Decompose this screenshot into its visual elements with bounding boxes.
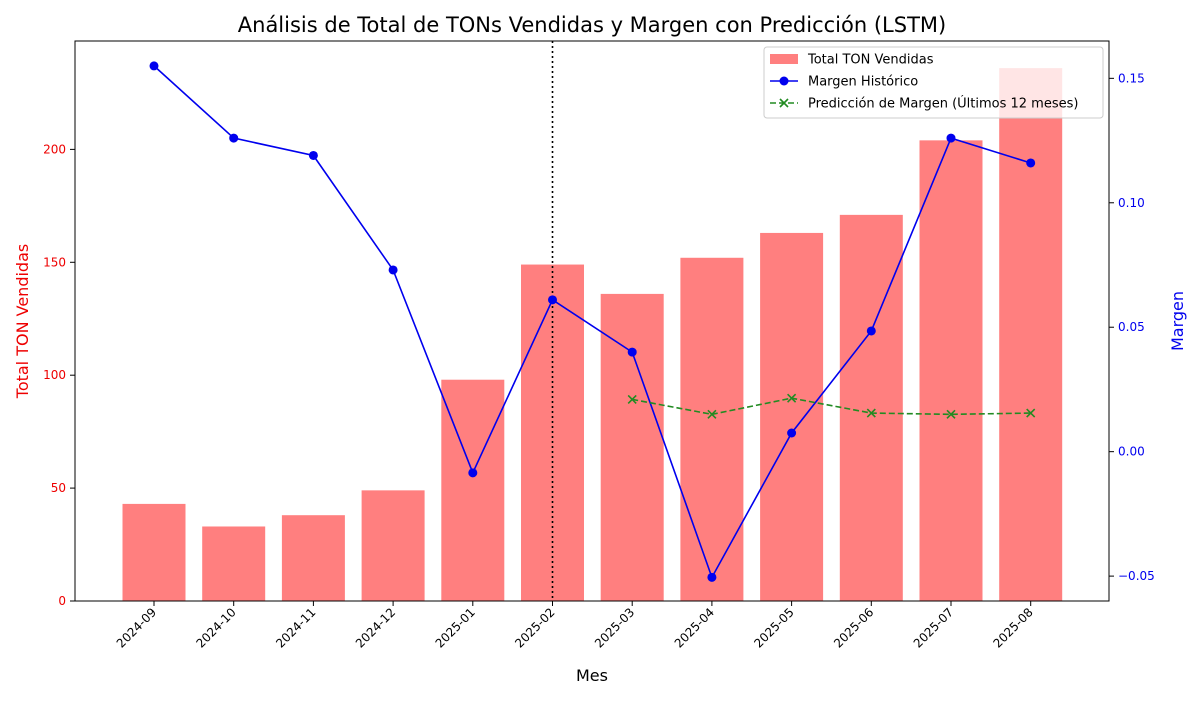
margen-historico-point-2025-06 <box>866 326 876 336</box>
y-axis-left-label: Total TON Vendidas <box>13 244 32 399</box>
legend-bar-swatch <box>770 54 798 64</box>
legend-box <box>763 46 1104 119</box>
legend-label: Predicción de Margen (Últimos 12 meses) <box>808 96 1078 112</box>
y-left-tick-label: 50 <box>51 481 66 495</box>
prediccion-margen-point-2025-04 <box>707 409 717 419</box>
x-tick-label: 2025-08 <box>990 605 1035 650</box>
bar-2025-04 <box>680 257 744 601</box>
prediccion-margen-point-2025-06 <box>866 408 876 418</box>
bar-2025-05 <box>760 232 824 601</box>
bar-2025-07 <box>919 140 983 601</box>
bar-2024-09 <box>122 503 186 601</box>
y-axis-right: −0.05 0.00 0.05 0.10 0.15 <box>1109 71 1155 583</box>
margen-historico-point-2025-05 <box>787 428 797 438</box>
y-right-tick-label: 0.00 <box>1118 445 1145 459</box>
plot-frame <box>74 40 1110 602</box>
margen-historico-point-2025-03 <box>627 347 637 357</box>
margen-historico-point-2025-08 <box>1026 158 1036 168</box>
y-left-tick-label: 200 <box>43 142 66 156</box>
legend-marker <box>779 98 789 108</box>
margen-historico-point-2024-11 <box>308 150 318 160</box>
prediccion-margen-point-2025-07 <box>946 409 956 419</box>
legend-label: Margen Histórico <box>808 75 918 90</box>
y-right-tick-label: 0.05 <box>1118 320 1145 334</box>
margen-historico-point-2025-04 <box>707 572 717 582</box>
margen-historico-point-2024-09 <box>149 61 159 71</box>
prediccion-margen-point-2025-03 <box>627 394 637 404</box>
y-left-tick-label: 0 <box>58 594 66 608</box>
bar-2025-08 <box>999 68 1063 601</box>
x-tick-label: 2024-10 <box>193 605 238 650</box>
bar-2024-12 <box>361 490 425 601</box>
bar-2025-06 <box>839 214 903 601</box>
x-tick-label: 2025-02 <box>512 605 557 650</box>
y-left-tick-label: 100 <box>43 368 66 382</box>
margen-historico-point-2024-12 <box>388 265 398 275</box>
legend: Total TON Vendidas Margen Histórico Predic… <box>763 46 1104 119</box>
y-right-tick-label: 0.10 <box>1118 196 1145 210</box>
legend-label: Total TON Vendidas <box>807 53 934 68</box>
bars-layer <box>122 68 1063 601</box>
margen-historico-line <box>153 65 1031 580</box>
y-right-tick-label: −0.05 <box>1118 569 1155 583</box>
x-tick-label: 2025-04 <box>672 605 717 650</box>
x-tick-label: 2025-03 <box>592 605 637 650</box>
x-tick-label: 2025-05 <box>751 605 796 650</box>
y-left-tick-label: 150 <box>43 255 66 269</box>
margen-historico-point-2025-02 <box>548 295 557 305</box>
bar-2025-03 <box>600 293 664 601</box>
prediccion-margen-point-2025-05 <box>787 393 797 403</box>
x-tick-label: 2024-09 <box>114 605 159 650</box>
x-tick-label: 2024-11 <box>273 605 318 650</box>
lines-layer <box>149 61 1036 582</box>
bar-2024-11 <box>281 515 345 601</box>
y-right-tick-label: 0.15 <box>1118 71 1145 85</box>
prediccion-margen-line <box>632 397 1031 416</box>
margen-historico-point-2025-01 <box>468 468 478 478</box>
legend-marker <box>779 76 789 86</box>
x-tick-label: 2024-12 <box>353 605 398 650</box>
x-tick-label: 2025-07 <box>911 605 956 650</box>
x-tick-label: 2025-06 <box>831 605 876 650</box>
x-axis: 2024-09 2024-10 2024-11 2024-12 2025-01 2025-… <box>114 601 1036 651</box>
margen-historico-point-2025-07 <box>946 133 956 143</box>
bar-2025-01 <box>441 379 505 601</box>
x-axis-label: Mes <box>576 666 608 685</box>
x-tick-label: 2025-01 <box>433 605 478 650</box>
chart-title: Análisis de Total de TONs Vendidas y Mar… <box>238 13 946 37</box>
y-axis-right-label: Margen <box>1168 291 1187 351</box>
y-axis-left: 0 50 100 150 200 <box>43 142 75 608</box>
margen-historico-point-2024-10 <box>229 133 239 143</box>
bar-2024-10 <box>202 526 266 601</box>
prediccion-margen-point-2025-08 <box>1026 408 1036 418</box>
